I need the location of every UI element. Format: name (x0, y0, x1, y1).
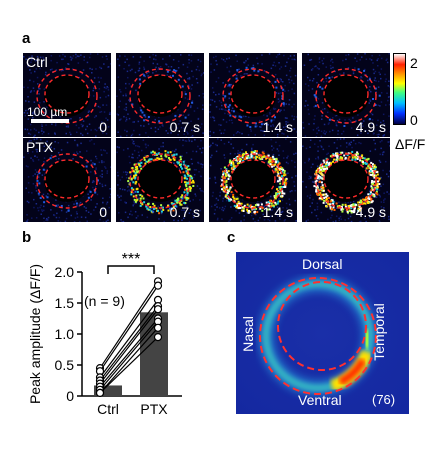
data-point-ptx (153, 305, 163, 314)
x-tick-label: PTX (140, 401, 168, 417)
data-point-ptx (153, 332, 163, 342)
x-tick-label: Ctrl (97, 401, 119, 417)
image-tile-ctrl-2: 1.4 s (209, 53, 297, 137)
tile-image (116, 138, 204, 222)
paired-line (99, 336, 159, 394)
y-tick-label: 0.5 (55, 357, 75, 373)
time-label: 4.9 s (355, 204, 386, 220)
time-label: 0 (99, 119, 107, 135)
tile-image (23, 138, 111, 222)
colorbar-unit: ΔF/F (395, 136, 426, 152)
colorbar-min: 0 (410, 112, 418, 128)
paired-line (99, 327, 159, 394)
bar-chart: 0 0.5 1.0 1.5 2.0 Peak amplitude (ΔF/F) Ctrl PT… (27, 251, 182, 417)
time-label: 0.7 s (169, 204, 200, 220)
bar-ptx (140, 312, 168, 396)
colorbar (393, 53, 406, 125)
y-tick-label: 1.0 (55, 326, 75, 342)
bar-ctrl (94, 385, 122, 396)
ventral-label: Ventral (298, 392, 342, 408)
y-tick-label: 1.5 (55, 295, 75, 311)
y-axis-label: Peak amplitude (ΔF/F) (27, 264, 43, 404)
image-tile-ptx-3: 4.9 s (302, 138, 390, 222)
y-tick-label: 0 (66, 388, 74, 404)
image-tile-ctrl-1: 0.7 s (116, 53, 204, 137)
significance-bracket (107, 265, 155, 274)
time-label: 4.9 s (355, 119, 386, 135)
paired-line (99, 308, 159, 384)
image-tile-ctrl-3: 4.9 s (302, 53, 390, 137)
nasal-label: Nasal (239, 316, 256, 352)
tile-image (209, 138, 297, 222)
panel-b-letter: b (22, 229, 32, 246)
n-label: (n = 9) (84, 293, 125, 309)
tile-image (302, 138, 390, 222)
image-tile-ptx-1: 0.7 s (116, 138, 204, 222)
scale-bar-label: 100 µm (27, 105, 68, 119)
paired-line (99, 318, 159, 388)
tile-image (209, 53, 297, 137)
time-label: 1.4 s (262, 204, 293, 220)
paired-line (99, 299, 159, 378)
tile-image (302, 53, 390, 137)
colorbar-max: 2 (410, 55, 418, 71)
dorsal-label: Dorsal (302, 256, 343, 272)
panel-c-letter: c (227, 229, 236, 246)
tile-image (23, 53, 111, 137)
data-point-ctrl (95, 388, 105, 397)
y-tick-label: 2.0 (55, 264, 75, 280)
scale-bar (31, 119, 69, 123)
time-label: 0 (99, 204, 107, 220)
paired-line (99, 280, 159, 369)
heatmap-panel: Dorsal Ventral Nasal Temporal (76) (236, 252, 409, 414)
condition-label: Ctrl (26, 54, 48, 70)
cell-count: (76) (372, 392, 396, 407)
paired-line (99, 285, 159, 372)
tile-image (116, 53, 204, 137)
significance-stars: *** (122, 251, 141, 268)
time-label: 0.7 s (169, 119, 200, 135)
data-point-ptx (153, 323, 163, 332)
time-label: 1.4 s (262, 119, 293, 135)
temporal-label: Temporal (370, 303, 387, 361)
condition-label: PTX (26, 139, 54, 155)
paired-line (99, 305, 159, 381)
image-tile-ptx-0: PTX 0 (23, 138, 111, 222)
panel-a-letter: a (22, 30, 31, 47)
heatmap-image (236, 252, 409, 414)
image-tile-ptx-2: 1.4 s (209, 138, 297, 222)
paired-line (99, 321, 159, 391)
image-tile-ctrl-0: Ctrl 100 µm 0 (23, 53, 111, 137)
data-point-ptx (153, 281, 163, 290)
